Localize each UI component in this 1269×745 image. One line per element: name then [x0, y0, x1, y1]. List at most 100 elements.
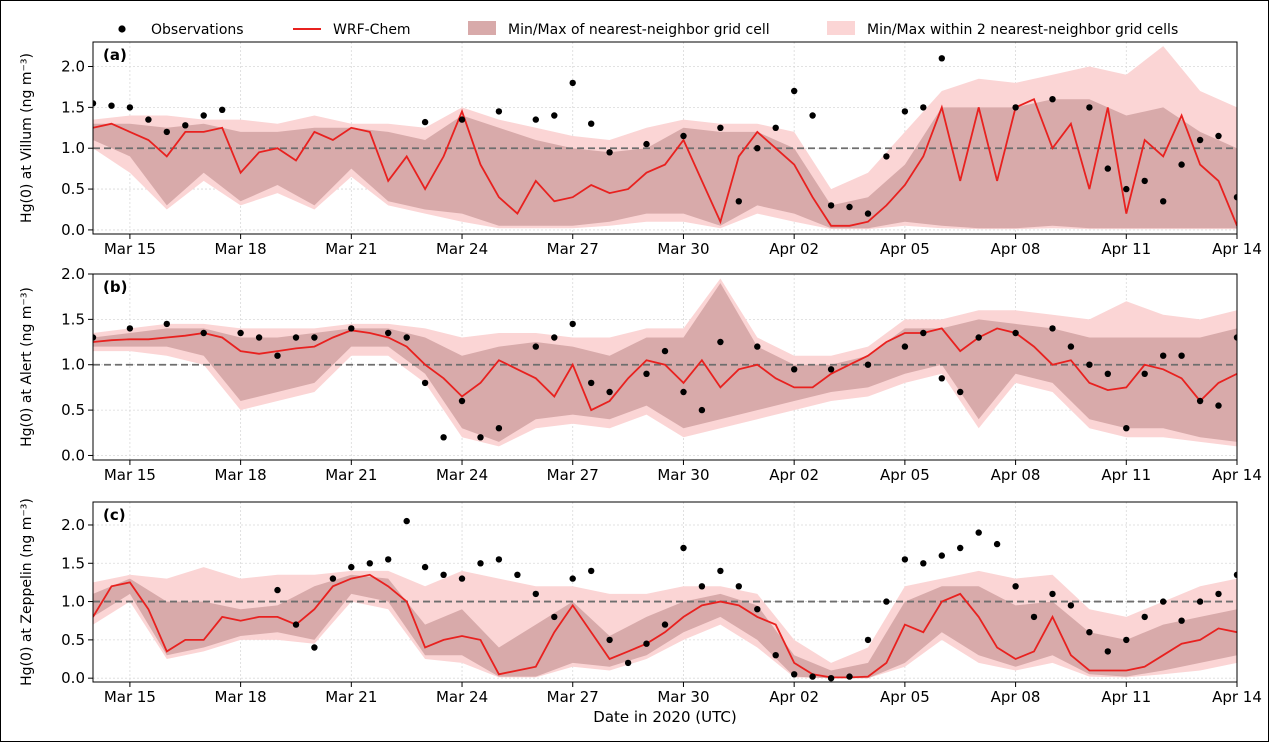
- observation-point: [1233, 571, 1237, 578]
- observation-point: [569, 320, 576, 328]
- x-tick-label: Apr 02: [769, 688, 819, 706]
- observation-point: [938, 552, 945, 559]
- observation-point: [1123, 185, 1130, 193]
- observation-point: [366, 560, 373, 567]
- observation-point: [440, 571, 447, 578]
- observation-point: [938, 55, 945, 62]
- observation-point: [1160, 198, 1167, 205]
- observation-point: [1012, 329, 1019, 337]
- y-axis-label: Hg(0) at Villum (ng m⁻³): [19, 53, 35, 223]
- observation-point: [311, 334, 318, 341]
- observation-point: [292, 334, 300, 341]
- x-tick-label: Mar 15: [104, 240, 156, 258]
- legend-label: WRF-Chem: [333, 22, 411, 38]
- observation-point: [1141, 613, 1148, 621]
- panel-label: (b): [103, 278, 127, 296]
- observation-point: [606, 149, 613, 156]
- y-axis-label: Hg(0) at Alert (ng m⁻³): [19, 287, 35, 447]
- observation-point: [643, 640, 650, 647]
- observation-point: [255, 334, 263, 341]
- observation-point: [864, 636, 872, 644]
- observation-point: [680, 544, 687, 552]
- axes-frame: [92, 501, 1238, 683]
- observation-point: [643, 370, 650, 377]
- observation-point: [1104, 648, 1112, 655]
- observation-point: [827, 366, 835, 373]
- observation-point: [754, 606, 761, 613]
- panel-a: 0.0 0.5 1.0 1.5 2.0 Mar 15 Mar 18 Mar 21 Mar 24 M…: [19, 41, 1262, 258]
- plot-area: [93, 46, 1237, 230]
- x-tick-label: Mar 30: [657, 688, 709, 706]
- legend: Observations WRF-Chem Min/Max of nearest-n…: [118, 21, 1178, 38]
- y-tick-label: 0.5: [61, 401, 85, 419]
- y-tick-label: 2.0: [61, 265, 85, 283]
- observation-point: [772, 124, 779, 131]
- x-tick-label: Apr 11: [1101, 688, 1151, 706]
- observation-point: [827, 675, 835, 682]
- observation-point: [864, 210, 872, 217]
- observation-point: [1086, 629, 1093, 636]
- legend-marker-observations: [118, 25, 126, 33]
- observation-point: [1141, 370, 1148, 377]
- chart-panels: 0.0 0.5 1.0 1.5 2.0 Mar 15 Mar 18 Mar 21 Mar 24 M…: [19, 41, 1262, 726]
- observation-point: [957, 544, 964, 552]
- y-tick-label: 2.0: [61, 58, 85, 76]
- plot-area: [93, 278, 1237, 447]
- observation-point: [385, 329, 392, 337]
- observation-point: [200, 112, 207, 119]
- series-line-wrf-chem: [93, 327, 1237, 412]
- observation-point: [421, 563, 429, 571]
- observation-point: [237, 329, 244, 337]
- observation-point: [495, 108, 503, 115]
- observation-point: [1049, 590, 1056, 598]
- observation-point: [901, 343, 909, 350]
- observation-point: [1067, 602, 1075, 609]
- x-tick-label: Mar 24: [436, 688, 488, 706]
- observation-point: [1233, 334, 1237, 341]
- observation-point: [1123, 636, 1130, 644]
- observation-point: [1196, 598, 1204, 605]
- y-tick-label: 2.0: [61, 516, 85, 534]
- observation-point: [93, 100, 97, 107]
- observation-point: [957, 388, 964, 396]
- observation-point: [754, 145, 761, 152]
- observation-point: [1215, 590, 1222, 598]
- observation-point: [385, 556, 392, 563]
- panel-c: 0.0 0.5 1.0 1.5 2.0 Mar 15 Mar 18 Mar 21 Mar 24 M…: [19, 498, 1262, 726]
- observation-point: [200, 329, 207, 337]
- observation-point: [274, 586, 281, 594]
- x-tick-label: Apr 14: [1212, 240, 1262, 258]
- observation-point: [661, 621, 669, 628]
- observation-point: [920, 104, 927, 111]
- y-tick-label: 0.5: [61, 631, 85, 649]
- x-tick-label: Apr 05: [880, 466, 930, 484]
- x-axis-label: Date in 2020 (UTC): [593, 708, 736, 726]
- x-tick-label: Apr 08: [991, 240, 1041, 258]
- observation-point: [551, 334, 558, 341]
- observation-point: [735, 198, 742, 205]
- y-tick-label: 1.0: [61, 593, 85, 611]
- observation-point: [421, 379, 429, 387]
- band-nearest: [93, 283, 1237, 442]
- observation-point: [1049, 325, 1056, 332]
- observation-point: [1104, 370, 1112, 377]
- observation-point: [938, 375, 945, 382]
- observation-point: [274, 352, 281, 359]
- observation-point: [1012, 104, 1019, 111]
- legend-patch-two-nearest: [827, 21, 855, 35]
- observation-point: [551, 112, 558, 119]
- x-tick-label: Mar 30: [657, 240, 709, 258]
- y-tick-label: 0.0: [61, 446, 85, 464]
- observation-point: [495, 425, 503, 432]
- x-tick-label: Mar 18: [215, 466, 267, 484]
- observation-point: [864, 361, 872, 368]
- observation-point: [606, 388, 613, 396]
- observation-point: [809, 112, 816, 119]
- x-tick-label: Mar 27: [547, 466, 599, 484]
- x-tick-label: Mar 24: [436, 466, 488, 484]
- observation-point: [791, 366, 798, 373]
- x-tick-label: Apr 05: [880, 688, 930, 706]
- observation-point: [791, 87, 798, 95]
- observation-point: [901, 556, 909, 563]
- observation-point: [495, 556, 503, 563]
